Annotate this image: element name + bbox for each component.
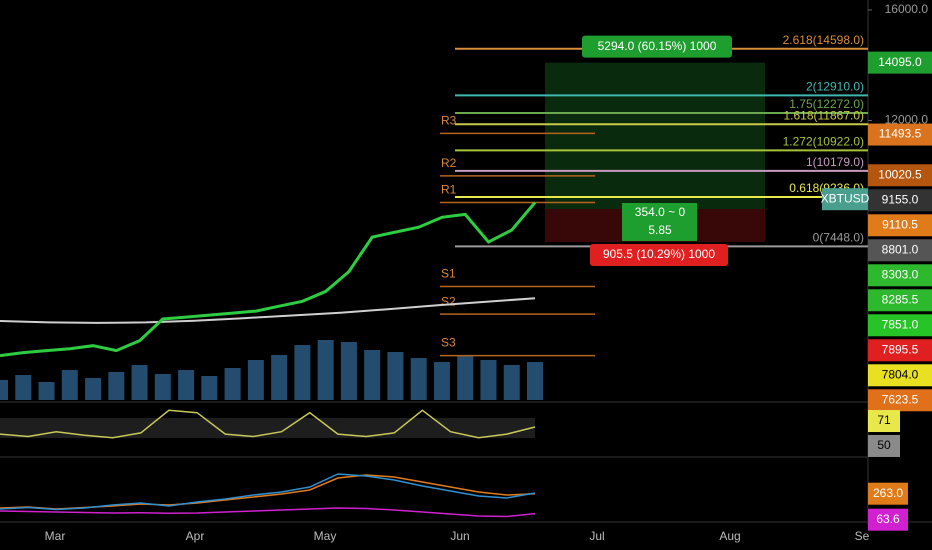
x-tick-label: Jul	[589, 529, 604, 543]
rsi-badge	[868, 410, 900, 433]
volume-bar	[410, 358, 427, 400]
rr-label: 5.85	[648, 223, 672, 237]
volume-bar	[0, 380, 8, 400]
price-badge	[868, 314, 932, 337]
volume-bar	[433, 362, 450, 400]
price-badge-label: 11493.5	[879, 127, 922, 141]
volume-bar	[247, 360, 264, 400]
x-tick-label: Apr	[186, 529, 205, 543]
pivot-label: S3	[441, 336, 456, 350]
volume-bar	[131, 365, 148, 400]
volume-bar	[503, 365, 520, 400]
price-badge	[868, 123, 932, 146]
volume-bar	[15, 375, 32, 400]
osc-badge	[868, 508, 908, 531]
price-badge	[868, 189, 932, 212]
price-badge-label: 8285.5	[882, 292, 919, 306]
price-badge-label: 10020.5	[878, 167, 922, 181]
pivot-label: S1	[441, 267, 456, 281]
fib-label: 1.75(12272.0)	[789, 97, 864, 111]
volume-bar	[457, 355, 474, 400]
pivot-label: S2	[441, 294, 456, 308]
price-badge	[868, 239, 932, 262]
fib-label: 1(10179.0)	[806, 155, 864, 169]
volume-bar	[480, 360, 497, 400]
price-badge	[868, 339, 932, 362]
target-label: 5294.0 (60.15%) 1000	[598, 39, 717, 53]
price-badge	[868, 51, 932, 74]
volume-bar	[108, 372, 125, 400]
x-tick-label: Se	[855, 529, 870, 543]
target-label-bg	[582, 35, 732, 58]
volume-bar	[364, 350, 381, 400]
x-tick-label: Jun	[450, 529, 469, 543]
price-badge	[868, 289, 932, 312]
fib-label: 1.618(11867.0)	[783, 108, 864, 122]
osc-line	[0, 473, 536, 511]
volume-bar	[154, 374, 171, 400]
volume-bar	[178, 370, 195, 400]
price-badge	[868, 389, 932, 412]
symbol-badge	[822, 188, 868, 211]
rsi-badge	[868, 434, 900, 457]
price-line	[0, 201, 537, 358]
volume-bar	[85, 378, 102, 400]
ratio-label: 354.0 ~ 0	[635, 205, 686, 219]
ratio-label-bg	[622, 202, 697, 241]
y-tick-label: 12000.0	[885, 113, 929, 127]
stop-label: 905.5 (10.29%) 1000	[603, 247, 715, 261]
pivot-label: R2	[441, 156, 457, 170]
volume-bar	[527, 362, 543, 400]
fib-label: 1.272(10922.0)	[783, 135, 864, 149]
x-tick-label: Aug	[719, 529, 740, 543]
target-zone	[545, 62, 765, 209]
volume-bar	[224, 368, 241, 400]
price-badge-label: 7895.5	[882, 342, 919, 356]
price-badge	[868, 264, 932, 287]
stop-label-bg	[590, 244, 728, 267]
rsi-badge-label: 71	[877, 413, 891, 427]
osc-badge-label: 63.6	[876, 512, 900, 526]
volume-bar	[294, 345, 311, 400]
x-tick-label: Mar	[45, 529, 66, 543]
ma-line	[0, 297, 536, 324]
rsi-badge-label: 50	[877, 438, 891, 452]
fib-label: 2(12910.0)	[806, 80, 864, 94]
volume-bar	[38, 382, 55, 400]
y-tick-label: 16000.0	[885, 2, 929, 16]
osc-line	[0, 507, 536, 518]
osc-badge	[868, 482, 908, 505]
volume-bar	[201, 376, 218, 400]
x-tick-label: May	[314, 529, 337, 543]
symbol-label: XBTUSD	[821, 191, 870, 205]
price-badge	[868, 364, 932, 387]
price-badge-label: 7851.0	[882, 317, 919, 331]
pivot-label: R1	[441, 183, 457, 197]
price-badge-label: 7804.0	[882, 367, 919, 381]
price-badge	[868, 164, 932, 187]
fib-label: 0(7448.0)	[813, 231, 864, 245]
price-badge-label: 14095.0	[878, 55, 922, 69]
rsi-band	[0, 418, 535, 438]
volume-bar	[387, 352, 404, 400]
price-badge-label: 7623.5	[882, 392, 919, 406]
volume-bar	[61, 370, 78, 400]
volume-bar	[271, 355, 288, 400]
osc-badge-label: 263.0	[873, 486, 903, 500]
pivot-label: R3	[441, 114, 457, 128]
fib-label: 2.618(14598.0)	[783, 33, 864, 47]
volume-bar	[340, 342, 357, 400]
price-badge	[868, 214, 932, 237]
volume-bar	[317, 340, 334, 400]
price-badge-label: 8801.0	[882, 242, 919, 256]
price-badge-label: 9110.5	[882, 217, 918, 231]
rsi-line	[0, 409, 536, 439]
price-badge-label: 8303.0	[882, 267, 919, 281]
price-badge-label: 9155.0	[882, 192, 919, 206]
